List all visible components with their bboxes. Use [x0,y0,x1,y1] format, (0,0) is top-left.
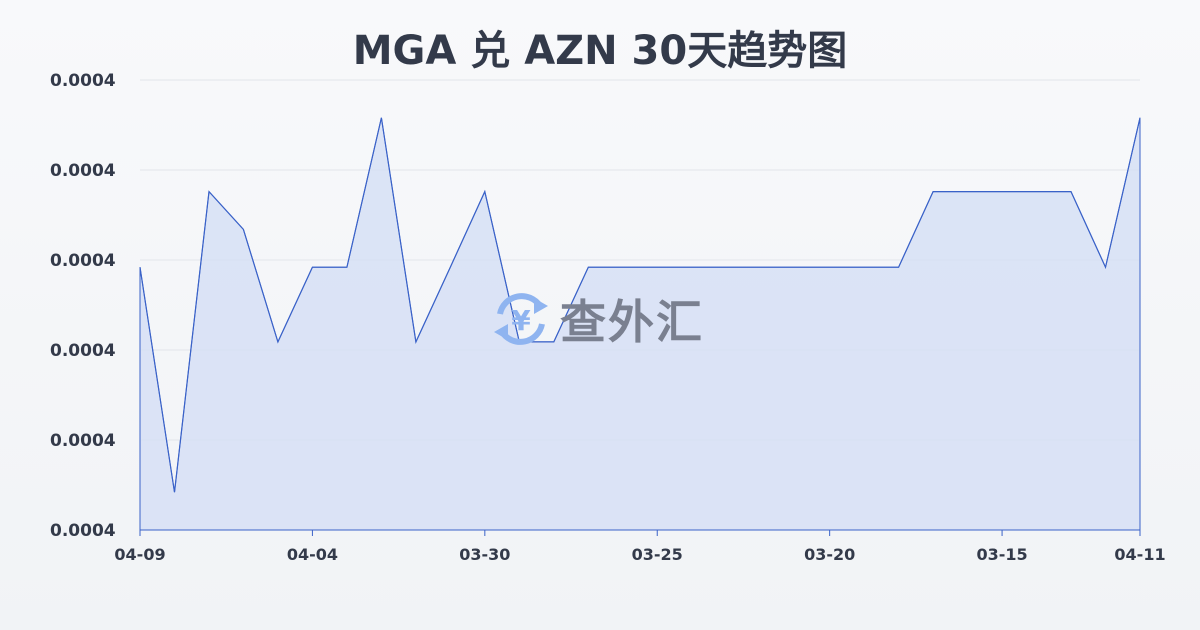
x-tick-label: 03-25 [632,545,683,564]
watermark-text: 查外汇 [560,295,704,349]
x-tick-label: 04-09 [114,545,165,564]
x-tick-label: 03-30 [459,545,510,564]
svg-text:¥: ¥ [511,304,531,337]
x-tick-label: 03-20 [804,545,855,564]
y-tick-label: 0.0004 [50,431,116,451]
y-tick-label: 0.0004 [50,251,116,271]
y-tick-label: 0.0004 [50,521,116,541]
x-tick-label: 04-04 [287,545,338,564]
watermark: ¥ 查外汇 [490,286,704,352]
series-line [139,117,1141,493]
y-tick-label: 0.0004 [50,341,116,361]
y-tick-label: 0.0004 [50,71,116,91]
chart-title: MGA 兑 AZN 30天趋势图 [352,28,848,74]
x-tick-label: 04-11 [1114,545,1165,564]
yen-exchange-icon: ¥ [494,293,548,345]
x-tick-label: 03-15 [976,545,1027,564]
y-tick-label: 0.0004 [50,161,116,181]
